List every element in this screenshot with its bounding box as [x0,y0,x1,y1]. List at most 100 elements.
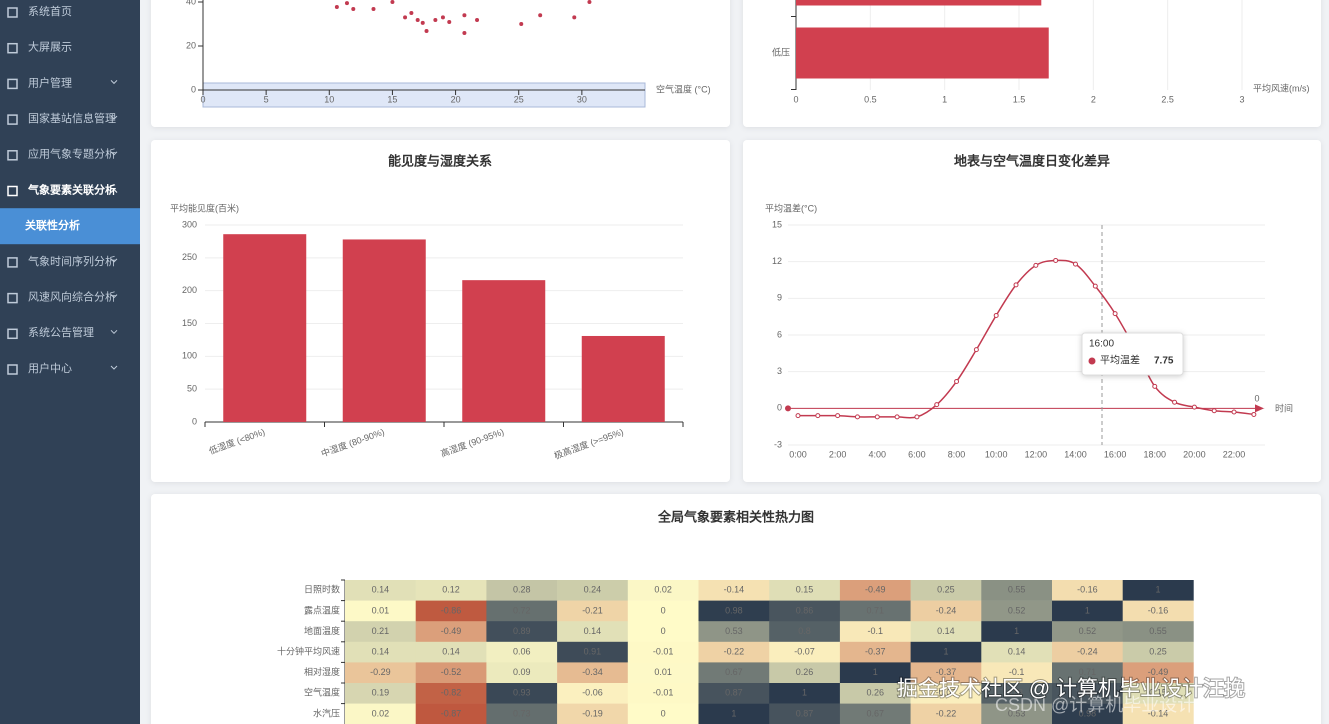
line-point [1251,411,1257,417]
cell-label: 0.55 [1008,585,1026,595]
chart-title: 能见度与湿度关系 [388,153,492,168]
heatmap-cell [1122,580,1194,601]
scatter-point [519,22,524,26]
menu-item[interactable]: 国家基站信息管理 [28,111,116,125]
line-point [1033,262,1039,268]
heatmap-cell [415,662,487,684]
scatter-point [403,15,408,20]
menu-arrow [110,258,118,263]
heatmap-cell [910,703,982,724]
cell-label: -0.86 [441,605,462,615]
heatmap-cell [486,683,558,704]
menu-item[interactable]: 大屏展示 [28,40,72,54]
cell-label: -0.14 [1148,708,1169,718]
heatmap-cell [345,600,416,622]
menu-item[interactable]: 风速风向综合分析 [28,290,116,304]
cell-label: 0.86 [1079,688,1097,698]
heatmap-cell [1052,600,1123,622]
cell-label: 0.67 [725,667,743,677]
bar [796,0,1042,6]
cell-label: 0.09 [513,667,531,677]
cell-label: -0.49 [1148,667,1169,677]
menu-icon [7,7,18,18]
y-tick-label: 12 [772,256,782,266]
line-point [954,378,960,384]
menu-item[interactable]: 气象时间序列分析 [28,254,116,268]
menu-item[interactable]: 应用气象专题分析 [28,147,116,161]
heatmap-cell [627,600,699,622]
heatmap-cell [769,641,841,663]
heatmap-cell [415,683,487,704]
line-point [795,413,801,419]
menu-item[interactable]: 气象要素关联分析 [27,182,116,196]
cell-label: 0.12 [442,585,460,595]
y-axis-label: 平均能见度(百米) [170,202,239,213]
cell-label: -0.16 [1148,605,1169,615]
heatmap-cell [698,621,770,643]
x-tick-label: 0 [200,94,205,104]
cell-label: 0.53 [1008,708,1026,718]
cell-label: 1 [943,646,948,656]
cell-label: 1 [873,667,878,677]
scatter-point [424,29,429,34]
sidebar [0,0,140,724]
menu-item[interactable]: 用户管理 [28,75,72,89]
heatmap-cell [627,641,699,663]
x-tick-label: 2:00 [829,449,847,459]
cell-label: 0.14 [937,626,955,636]
menu-icon [7,185,18,197]
cell-label: 0.14 [372,585,390,595]
y-tick-label: 6 [777,329,782,339]
x-tick-label: 14:00 [1064,449,1087,459]
cell-label: 0.02 [372,708,390,718]
menu-item[interactable]: 用户中心 [28,361,72,375]
heatmap-cell [769,662,841,684]
cell-label: -0.19 [582,708,603,718]
scatter-point [420,20,425,25]
data-zoom-slider[interactable] [202,82,646,108]
cell-label: 0.67 [866,708,884,718]
scatter-point [587,0,592,4]
heatmap-cell [839,641,911,663]
cell-label: -0.1 [1009,667,1025,677]
x-tick-label: 8:00 [948,449,966,459]
menu-item[interactable]: 系统公告管理 [28,325,94,339]
bar [796,27,1049,79]
tooltip-name: 平均温差 [1100,354,1140,367]
x-tick-label: 2 [1091,94,1096,104]
line-point [894,414,900,420]
cell-label: 0.26 [796,667,814,677]
heatmap-cell [345,580,416,601]
bar [462,280,546,422]
y-tick-label: 水汽压 [313,707,340,718]
y-tick-label: 露点温度 [304,604,340,615]
line-point [874,414,880,420]
cell-label: 0.91 [584,646,602,656]
heatmap-cell [1052,662,1123,684]
cell-label: -0.01 [653,646,674,656]
heatmap-cell [557,600,629,622]
heatmap-cell [1122,600,1194,622]
heatmap-cell [486,641,558,663]
menu-icon [7,292,18,304]
heatmap-cell [698,600,770,622]
menu-item[interactable]: 关联性分析 [25,218,80,232]
menu-arrow [110,188,118,193]
heatmap-cell [981,641,1053,663]
cell-label: 0.02 [654,585,672,595]
cell-label: -0.52 [441,667,462,677]
cell-label: 0.26 [866,688,884,698]
heatmap-cell [1052,580,1123,601]
heatmap-cell [839,662,911,684]
y-tick-label: 300 [182,219,197,229]
cell-label: 0.72 [513,605,531,615]
heatmap-cell [769,600,841,622]
scatter-point [390,0,395,4]
y-tick-label: -3 [774,439,782,449]
line-point [914,414,920,420]
x-tick-label: 1 [942,94,947,104]
y-tick-label: 200 [182,285,197,295]
scatter-point [475,18,480,23]
menu-item[interactable]: 系统首页 [28,4,72,18]
heatmap-cell [698,683,770,704]
